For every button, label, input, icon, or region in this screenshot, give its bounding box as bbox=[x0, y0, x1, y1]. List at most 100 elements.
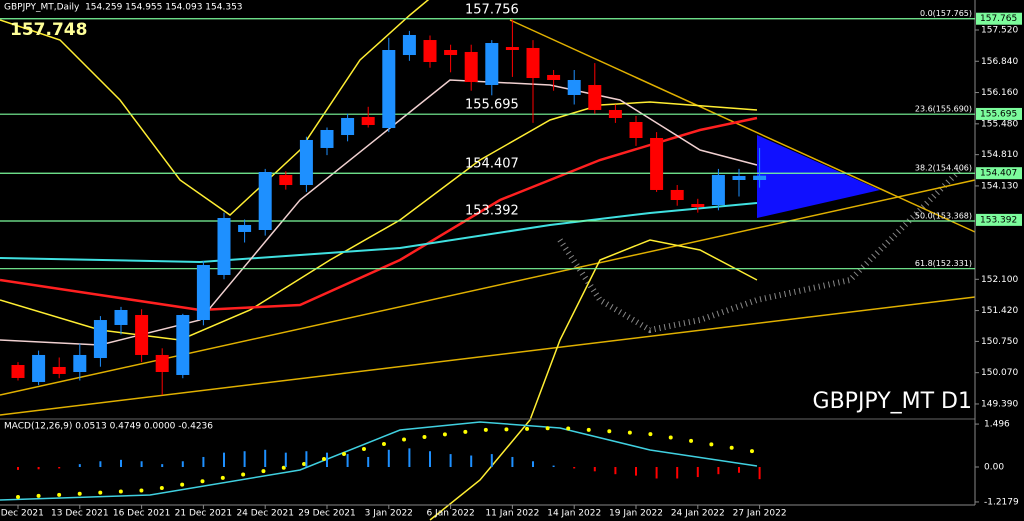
candle-body bbox=[402, 35, 416, 56]
y-tick-label: 152.100 bbox=[981, 275, 1018, 285]
fib-label: 23.6(155.690) bbox=[915, 105, 972, 114]
candle-body bbox=[135, 315, 149, 355]
y-tick-label: 151.420 bbox=[981, 306, 1018, 316]
macd-bar bbox=[305, 451, 308, 468]
y-tick-label: 154.810 bbox=[981, 150, 1018, 160]
candle-body bbox=[423, 40, 437, 63]
chart-header: GBPJPY_MT,Daily 154.259 154.955 154.093 … bbox=[4, 3, 243, 13]
x-tick-label: 19 Jan 2022 bbox=[609, 509, 663, 519]
macd-bar bbox=[120, 459, 122, 468]
y-tick-label: 149.390 bbox=[981, 399, 1018, 409]
candle-body bbox=[320, 129, 334, 148]
macd-bar bbox=[552, 465, 555, 468]
macd-bar bbox=[532, 461, 534, 468]
x-tick-label: 14 Jan 2022 bbox=[547, 509, 601, 519]
x-tick-label: 24 Jan 2022 bbox=[671, 509, 725, 519]
candle-body bbox=[361, 116, 375, 125]
macd-bar bbox=[181, 461, 184, 468]
macd-bar bbox=[264, 449, 267, 468]
candle-body bbox=[341, 117, 355, 136]
candle-body bbox=[444, 50, 458, 56]
price-level-label: 155.695 bbox=[980, 109, 1017, 119]
candle-body bbox=[155, 354, 169, 373]
indicators bbox=[0, 0, 976, 521]
moving-average-cyan bbox=[0, 202, 758, 264]
price-level-label: 153.392 bbox=[980, 215, 1017, 225]
macd-bar bbox=[593, 467, 596, 472]
candle-body bbox=[114, 309, 128, 325]
candle-body bbox=[176, 315, 190, 375]
macd-bar bbox=[449, 454, 452, 468]
price-level-box bbox=[976, 167, 1022, 180]
candle-body bbox=[588, 85, 602, 110]
candle-body bbox=[258, 171, 272, 230]
fib-label: 0.0(157.765) bbox=[920, 9, 972, 18]
candle-body bbox=[629, 121, 643, 138]
macd-bar bbox=[346, 454, 349, 468]
y-tick-label: 154.130 bbox=[981, 181, 1018, 191]
candle-body bbox=[73, 354, 87, 373]
triangle-pattern bbox=[757, 135, 880, 218]
candle-body bbox=[753, 175, 767, 180]
macd-bar bbox=[573, 467, 576, 469]
candle-body bbox=[93, 320, 107, 359]
macd-bar bbox=[99, 461, 102, 468]
candle-body bbox=[567, 79, 581, 95]
candle-body bbox=[711, 174, 725, 206]
macd-bar bbox=[58, 467, 61, 469]
candle-body bbox=[485, 43, 499, 86]
candle-body bbox=[32, 354, 46, 382]
trendline bbox=[0, 296, 976, 416]
macd-bar bbox=[202, 456, 205, 468]
candle-body bbox=[196, 265, 210, 321]
macd-bar bbox=[408, 448, 411, 468]
macd-bar bbox=[17, 467, 19, 470]
price-level-box bbox=[976, 12, 1022, 25]
candle-body bbox=[382, 50, 396, 129]
y-tick-label: 156.840 bbox=[981, 57, 1018, 67]
macd-y-tick-label: 0.00 bbox=[984, 463, 1004, 473]
moving-average-white bbox=[0, 79, 758, 346]
y-tick-label: 150.750 bbox=[981, 337, 1018, 347]
y-tick-label: 150.070 bbox=[981, 368, 1018, 378]
macd-label: MACD(12,26,9) 0.0513 0.4749 0.0000 -0.42… bbox=[4, 422, 213, 432]
macd-bar bbox=[738, 467, 740, 473]
macd-bar bbox=[326, 452, 328, 468]
candle-body bbox=[238, 224, 252, 232]
candle-body bbox=[52, 366, 66, 374]
x-tick-label: 16 Dec 2021 bbox=[113, 509, 171, 519]
candle-body bbox=[650, 137, 664, 190]
candle-body bbox=[526, 47, 540, 79]
macd-bar bbox=[429, 451, 431, 468]
macd-bar bbox=[655, 467, 658, 479]
macd-bar bbox=[140, 461, 143, 468]
x-tick-label: 21 Dec 2021 bbox=[175, 509, 233, 519]
y-tick-label: 157.520 bbox=[981, 25, 1018, 35]
macd-bar bbox=[758, 467, 761, 480]
current-price: 157.748 bbox=[10, 20, 87, 40]
macd-bar bbox=[511, 456, 514, 468]
macd-bar bbox=[490, 454, 493, 468]
trendline bbox=[509, 19, 976, 233]
macd-bar bbox=[717, 467, 720, 475]
macd-line bbox=[0, 421, 758, 501]
x-tick-label: 29 Dec 2021 bbox=[298, 509, 356, 519]
candle-body bbox=[299, 139, 313, 186]
macd-bar bbox=[387, 449, 390, 468]
x-tick-label: 11 Jan 2022 bbox=[485, 509, 539, 519]
candle-body bbox=[547, 74, 561, 80]
macd-bar bbox=[470, 455, 473, 468]
fib-label: 61.8(152.331) bbox=[915, 259, 972, 268]
level-label: 154.407 bbox=[465, 157, 519, 172]
macd-bar bbox=[78, 464, 81, 468]
level-label: 155.695 bbox=[465, 97, 519, 112]
candle-body bbox=[691, 204, 705, 207]
x-tick-label: 3 Jan 2022 bbox=[365, 509, 413, 519]
x-tick-label: 24 Dec 2021 bbox=[236, 509, 294, 519]
macd-bar bbox=[635, 467, 637, 476]
macd-bar bbox=[37, 467, 40, 470]
level-label: 157.756 bbox=[465, 3, 519, 18]
x-tick-label: 6 Jan 2022 bbox=[426, 509, 474, 519]
macd-bar bbox=[367, 456, 370, 468]
fib-label: 50.0(153.368) bbox=[915, 211, 972, 220]
